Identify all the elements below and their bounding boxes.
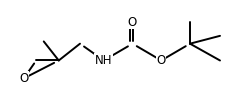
- Text: O: O: [156, 54, 166, 67]
- Text: O: O: [128, 16, 137, 29]
- Text: O: O: [19, 72, 28, 85]
- Text: NH: NH: [95, 54, 112, 67]
